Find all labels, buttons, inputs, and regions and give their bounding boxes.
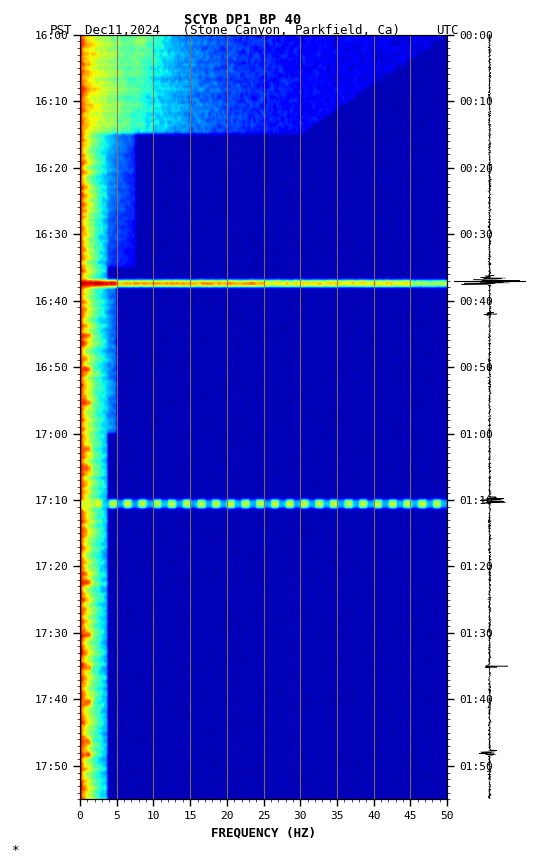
X-axis label: FREQUENCY (HZ): FREQUENCY (HZ) [211,827,316,840]
Text: *: * [11,843,19,856]
Text: UTC: UTC [436,24,459,37]
Text: SCYB DP1 BP 40: SCYB DP1 BP 40 [184,13,301,27]
Text: Dec11,2024   (Stone Canyon, Parkfield, Ca): Dec11,2024 (Stone Canyon, Parkfield, Ca) [86,24,400,37]
Text: PST: PST [50,24,72,37]
